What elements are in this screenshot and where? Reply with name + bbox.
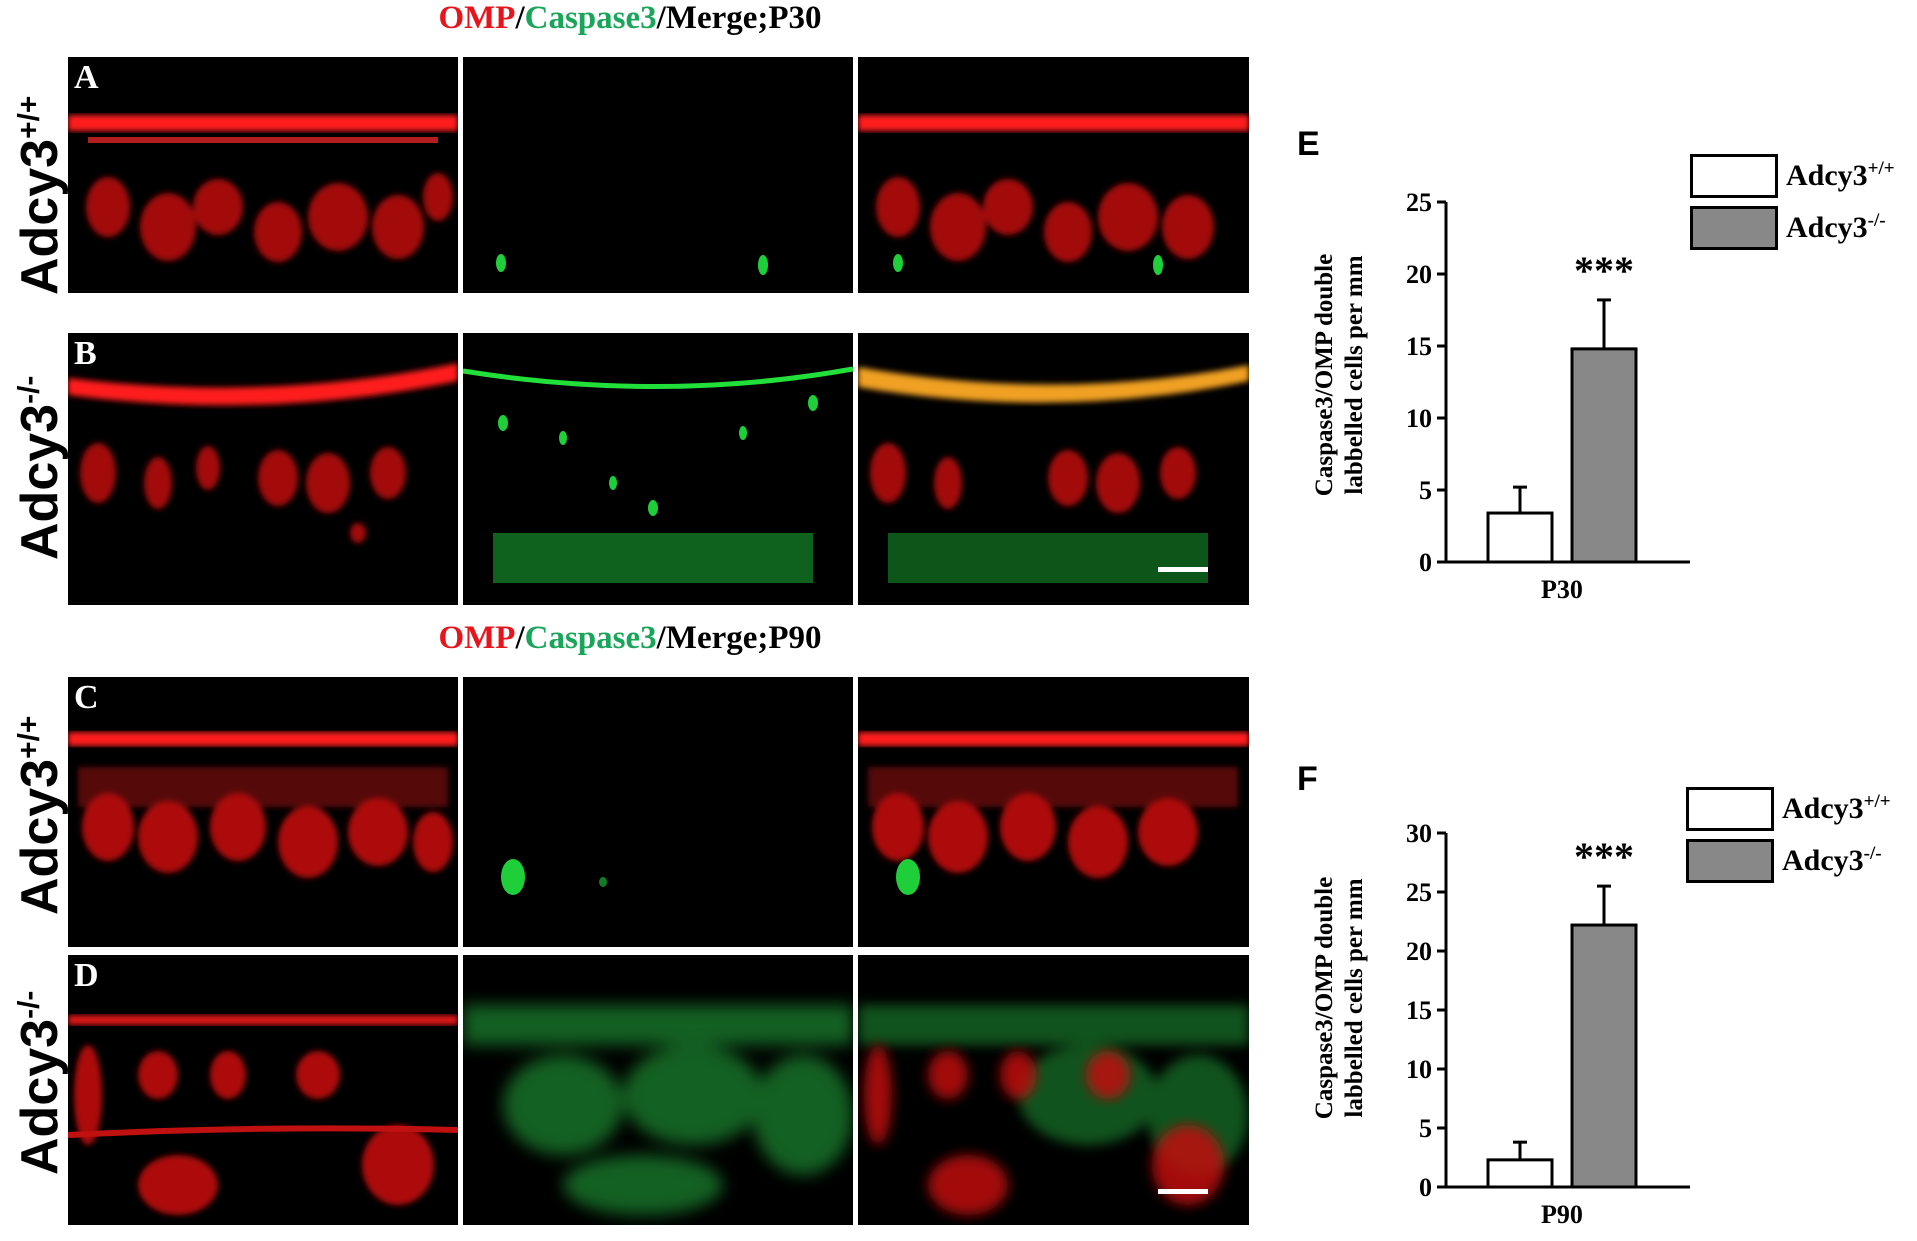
x-tick-label: P90 (1541, 1200, 1583, 1229)
micrograph-d-omp: D (68, 955, 458, 1225)
bar-wt (1486, 1158, 1554, 1189)
row-label-ko-p90: Adcy3-/- (10, 991, 70, 1175)
genotype-sup: -/- (12, 375, 46, 404)
legend-base: Adcy3 (1782, 792, 1864, 825)
y-tick-label: 15 (1406, 996, 1432, 1025)
legend-base: Adcy3 (1786, 159, 1868, 192)
legend-sup: +/+ (1867, 158, 1895, 179)
ylabel-line2: labbelled cells per mm (1341, 255, 1368, 495)
panel-letter-a: A (74, 59, 99, 96)
micrograph-d-caspase (463, 955, 853, 1225)
ylabel-line1: Caspase3/OMP double (1311, 876, 1338, 1120)
y-tick-label: 20 (1406, 260, 1432, 289)
legend-swatch-ko (1686, 839, 1774, 883)
y-tick-label: 0 (1419, 1173, 1432, 1202)
genotype-name: Adcy3 (11, 403, 69, 560)
legend-label-wt: Adcy3+/+ (1786, 159, 1895, 193)
y-tick-label: 5 (1419, 1114, 1432, 1143)
chart-e-ylabel: Caspase3/OMP double labbelled cells per … (1310, 225, 1370, 525)
micrograph-d-merge (858, 955, 1249, 1225)
caspase-label: Caspase3 (524, 620, 657, 656)
bar-ko (1570, 347, 1638, 564)
panel-letter-c: C (74, 679, 99, 716)
legend-label-wt: Adcy3+/+ (1782, 792, 1891, 826)
y-tick-label: 20 (1406, 937, 1432, 966)
figure-title-p90: OMP/Caspase3/Merge;P90 (330, 620, 930, 657)
genotype-name: Adcy3 (11, 1018, 69, 1175)
y-tick-label: 10 (1406, 404, 1432, 433)
legend-base: Adcy3 (1782, 844, 1864, 877)
bar-ko (1570, 923, 1638, 1189)
x-tick-label: P30 (1541, 575, 1583, 604)
row-label-wt-p90: Adcy3+/+ (10, 716, 70, 915)
legend-base: Adcy3 (1786, 211, 1868, 244)
legend-sup: -/- (1863, 843, 1882, 864)
genotype-name: Adcy3 (11, 138, 69, 295)
genotype-name: Adcy3 (11, 758, 69, 915)
panel-letter-f: F (1297, 760, 1318, 798)
micrograph-c-omp: C (68, 677, 458, 947)
bar-wt (1486, 511, 1554, 564)
y-tick-label: 15 (1406, 332, 1432, 361)
genotype-sup: +/+ (12, 715, 46, 759)
legend-item-ko: Adcy3-/- (1686, 839, 1891, 883)
y-tick-label: 5 (1419, 476, 1432, 505)
micrograph-b-omp: B (68, 333, 458, 605)
chart-f-legend: Adcy3+/+ Adcy3-/- (1686, 787, 1891, 883)
omp-label: OMP (438, 620, 516, 656)
chart-f: 0 5 10 15 20 25 30 *** P90 (1406, 819, 1690, 1229)
panel-letter-e: E (1297, 125, 1320, 163)
row-label-ko-p30: Adcy3-/- (10, 376, 70, 560)
micrograph-a-caspase (463, 57, 853, 293)
micrograph-b-caspase (463, 333, 853, 605)
legend-item-wt: Adcy3+/+ (1686, 787, 1891, 831)
ylabel-line2: labbelled cells per mm (1341, 878, 1368, 1118)
caspase-label: Caspase3 (524, 0, 657, 36)
legend-swatch-ko (1690, 206, 1778, 250)
micrograph-c-merge (858, 677, 1249, 947)
row-label-wt-p30: Adcy3+/+ (10, 96, 70, 295)
panel-letter-b: B (74, 335, 97, 372)
title-separator: / (515, 620, 525, 656)
micrograph-a-omp: A (68, 57, 458, 293)
micrograph-b-merge (858, 333, 1249, 605)
genotype-sup: -/- (12, 990, 46, 1019)
legend-item-ko: Adcy3-/- (1690, 206, 1895, 250)
legend-swatch-wt (1690, 154, 1778, 198)
omp-label: OMP (438, 0, 516, 36)
chart-e-legend: Adcy3+/+ Adcy3-/- (1690, 154, 1895, 250)
chart-f-ylabel: Caspase3/OMP double labbelled cells per … (1310, 848, 1370, 1148)
significance-annotation: *** (1574, 834, 1634, 879)
title-merge-timepoint: /Merge;P90 (656, 620, 822, 656)
y-tick-label: 10 (1406, 1055, 1432, 1084)
micrograph-a-merge (858, 57, 1249, 293)
legend-sup: -/- (1867, 210, 1886, 231)
title-separator: / (515, 0, 525, 36)
legend-label-ko: Adcy3-/- (1786, 211, 1886, 245)
panel-letter-d: D (74, 957, 99, 994)
y-tick-label: 25 (1406, 188, 1432, 217)
legend-sup: +/+ (1863, 791, 1891, 812)
genotype-sup: +/+ (12, 95, 46, 139)
legend-swatch-wt (1686, 787, 1774, 831)
y-tick-label: 25 (1406, 878, 1432, 907)
legend-item-wt: Adcy3+/+ (1690, 154, 1895, 198)
significance-annotation: *** (1574, 248, 1634, 293)
title-merge-timepoint: /Merge;P30 (656, 0, 822, 36)
y-tick-label: 30 (1406, 819, 1432, 848)
micrograph-c-caspase (463, 677, 853, 947)
chart-e: 0 5 10 15 20 25 *** P30 (1406, 188, 1690, 604)
ylabel-line1: Caspase3/OMP double (1311, 253, 1338, 497)
y-tick-label: 0 (1419, 548, 1432, 577)
figure-title-p30: OMP/Caspase3/Merge;P30 (330, 0, 930, 37)
legend-label-ko: Adcy3-/- (1782, 844, 1882, 878)
